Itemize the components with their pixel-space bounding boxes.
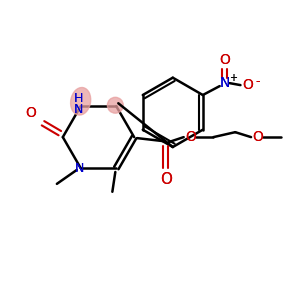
- Text: O: O: [160, 172, 172, 187]
- Ellipse shape: [107, 97, 123, 113]
- Text: N: N: [75, 161, 84, 175]
- Text: N: N: [75, 161, 84, 175]
- Text: O: O: [242, 78, 253, 92]
- Text: O: O: [185, 130, 196, 144]
- Ellipse shape: [70, 88, 91, 115]
- Text: -: -: [255, 75, 260, 88]
- Text: O: O: [26, 106, 37, 120]
- Text: H: H: [74, 92, 83, 105]
- Text: N: N: [74, 103, 83, 116]
- Text: +: +: [229, 73, 236, 83]
- Text: O: O: [253, 130, 263, 144]
- Text: N: N: [219, 76, 230, 90]
- Text: +: +: [229, 73, 236, 83]
- Text: O: O: [253, 130, 263, 144]
- Text: O: O: [185, 130, 196, 144]
- Text: O: O: [219, 53, 230, 67]
- Text: N: N: [219, 76, 230, 90]
- Text: O: O: [219, 53, 230, 67]
- Text: O: O: [160, 172, 172, 187]
- Text: N: N: [74, 103, 83, 116]
- Text: H: H: [74, 92, 83, 105]
- Text: O: O: [242, 78, 253, 92]
- Text: O: O: [26, 106, 37, 120]
- Text: -: -: [255, 75, 260, 88]
